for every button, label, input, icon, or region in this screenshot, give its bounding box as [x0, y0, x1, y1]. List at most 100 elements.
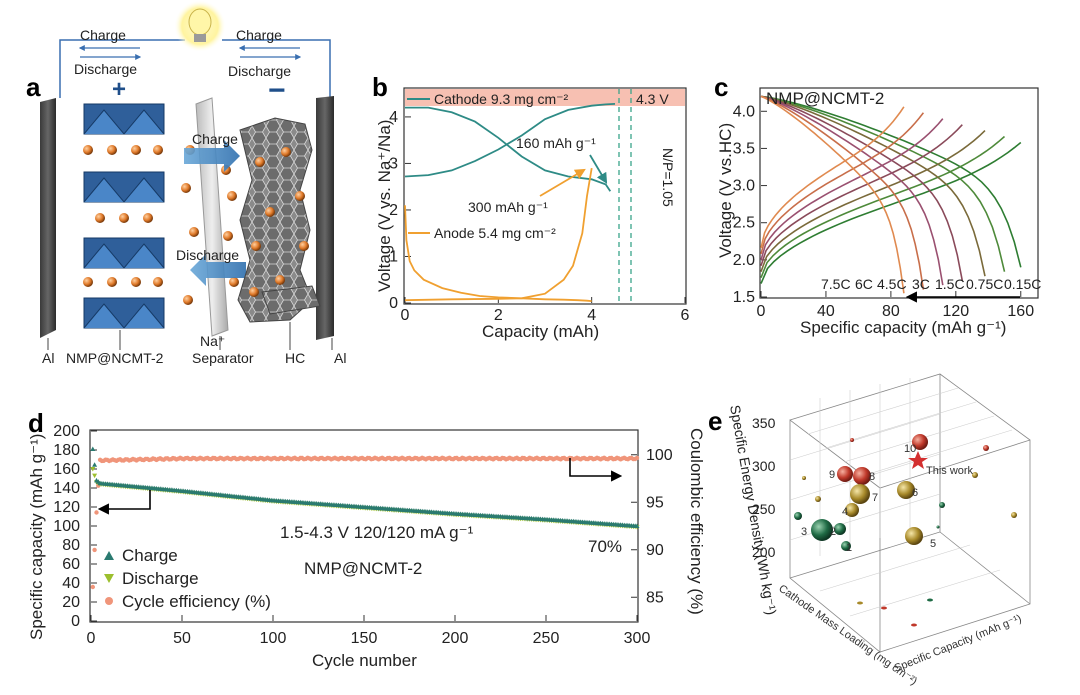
ball-labels-e: 1 2 3 4 5 6 7 8 9 10	[801, 443, 936, 554]
anode-loading-label: Anode 5.4 mg cm⁻²	[434, 225, 556, 241]
y2-axis-title-d: Coulombic efficiency (%)	[687, 428, 706, 615]
al-collector-right	[316, 96, 334, 340]
x-tick-label: 160	[1007, 303, 1034, 320]
charge-point	[92, 462, 98, 467]
data-ball	[936, 525, 940, 529]
ball-shadow	[857, 601, 863, 605]
cathode-loading-label: Cathode 9.3 mg cm⁻²	[434, 91, 569, 107]
ball-label: 7	[872, 492, 878, 504]
panel-e: e 350 300 250 200	[708, 373, 1031, 688]
series-d	[90, 446, 640, 590]
left-axis-arrow-icon	[97, 490, 151, 515]
ball-shadow	[927, 598, 933, 602]
legend-label: Cycle efficiency (%)	[122, 592, 271, 611]
y-tick-label: 2.5	[733, 215, 755, 232]
legend-marker-efficiency-icon	[105, 597, 113, 605]
plus-sign: +	[112, 76, 126, 103]
retention-label: 70%	[588, 537, 622, 556]
y2-tick-label: 90	[646, 542, 664, 559]
label-cathode: NMP@NCMT-2	[66, 350, 164, 366]
z-tick: 350	[752, 415, 776, 431]
ball-label: 8	[869, 471, 875, 483]
y-axis-title-c: Voltage (V vs.HC)	[716, 123, 735, 258]
data-ball	[853, 467, 871, 485]
y-tick-label: 0	[389, 295, 398, 312]
y-tick-label: 120	[53, 499, 80, 516]
y-tick-label: 1	[389, 248, 398, 265]
y-axis-title-d: Specific capacity (mAh g⁻¹)	[27, 434, 46, 640]
data-ball	[905, 527, 923, 545]
y-tick-label: 2	[389, 202, 398, 219]
data-ball	[837, 466, 853, 482]
x-tick-label: 300	[624, 630, 651, 647]
label-al-right: Al	[334, 350, 346, 366]
grid-e	[789, 378, 1013, 617]
y-tick-label: 60	[62, 556, 80, 573]
minus-sign: −	[268, 74, 286, 107]
data-ball	[802, 476, 806, 480]
al-collector-left	[40, 98, 56, 338]
charge-curve	[760, 106, 905, 249]
x-axis-title-d: Cycle number	[312, 651, 417, 670]
legend-marker-charge-icon	[104, 551, 114, 560]
y-tick-label: 80	[62, 537, 80, 554]
x-tick-label: 6	[681, 307, 690, 324]
discharge-curve	[760, 95, 925, 290]
discharge-curve	[760, 95, 964, 281]
x-tick-label: 4	[587, 307, 596, 324]
panel-label-d: d	[28, 408, 44, 438]
charge-curve	[760, 118, 944, 261]
label-separator: Separator	[192, 350, 254, 366]
discharge-curve	[760, 95, 1006, 272]
data-ball	[845, 503, 859, 517]
x-tick-label: 100	[260, 630, 287, 647]
y-tick-label: 1.5	[733, 289, 755, 306]
cathode-annotation-arrow-icon	[589, 154, 608, 184]
rate-label: 7.5C	[821, 276, 851, 292]
axis-ticks-d: 0 50 100 150 200 250 300 0 20 40 60 80 100 120 140 160 1…	[53, 423, 673, 647]
this-work-label: This work	[926, 465, 974, 477]
circuit-wire-left	[59, 39, 185, 98]
panel-label-c: c	[714, 72, 728, 102]
rate-labels: 7.5C 6C 4.5C 3C 1.5C 0.75C 0.15C	[821, 276, 1041, 292]
charge-curve	[760, 124, 963, 267]
y-tick-label: 0	[71, 613, 80, 630]
charge-block-arrow-icon	[184, 140, 240, 172]
ball-label: 6	[912, 487, 918, 499]
legend-d: Charge Discharge Cycle efficiency (%)	[104, 546, 271, 611]
y-tick-label: 100	[53, 518, 80, 535]
label-leader-lines	[47, 322, 333, 350]
y-tick-label: 160	[53, 461, 80, 478]
x-tick-label: 2	[494, 307, 503, 324]
sodium-ions-cathode	[83, 145, 199, 305]
lightbulb-icon	[188, 8, 212, 36]
y-tick-label: 2.0	[733, 252, 755, 269]
discharge-label-right: Discharge	[228, 63, 291, 79]
ball-label: 10	[904, 443, 916, 455]
cathode-voltage-band	[405, 89, 685, 106]
legend-label: Discharge	[122, 569, 199, 588]
discharge-curve	[760, 95, 1022, 268]
x-tick-label: 0	[87, 630, 96, 647]
ball-label: 4	[842, 506, 848, 518]
y-tick-label: 4	[389, 109, 398, 126]
rate-label: 3C	[912, 276, 930, 292]
charge-label-right: Charge	[236, 27, 282, 43]
data-ball	[972, 472, 978, 478]
rate-label: 0.75C	[966, 276, 1003, 292]
x-tick-label: 250	[533, 630, 560, 647]
cathode-capacity-annotation: 160 mAh g⁻¹	[516, 135, 596, 151]
ball-shadow	[881, 606, 887, 610]
data-ball	[841, 541, 851, 551]
panel-label-a: a	[26, 72, 41, 102]
data-ball	[794, 512, 802, 520]
y-tick-label: 200	[53, 423, 80, 440]
data-ball	[912, 434, 928, 450]
charge-curve	[760, 135, 1006, 278]
efficiency-point	[634, 455, 640, 461]
curves-b	[404, 103, 616, 302]
panel-b: b 0 2 4 6 0 1 2 3 4 Cathode 9.3 mg cm⁻² 4.3 V 16…	[372, 72, 690, 341]
axis-ticks-c: 0 40 80 120 160 1.5 2.0 2.5 3.0 3.5 4.0	[733, 103, 1034, 320]
x-tick-label: 0	[757, 303, 766, 320]
